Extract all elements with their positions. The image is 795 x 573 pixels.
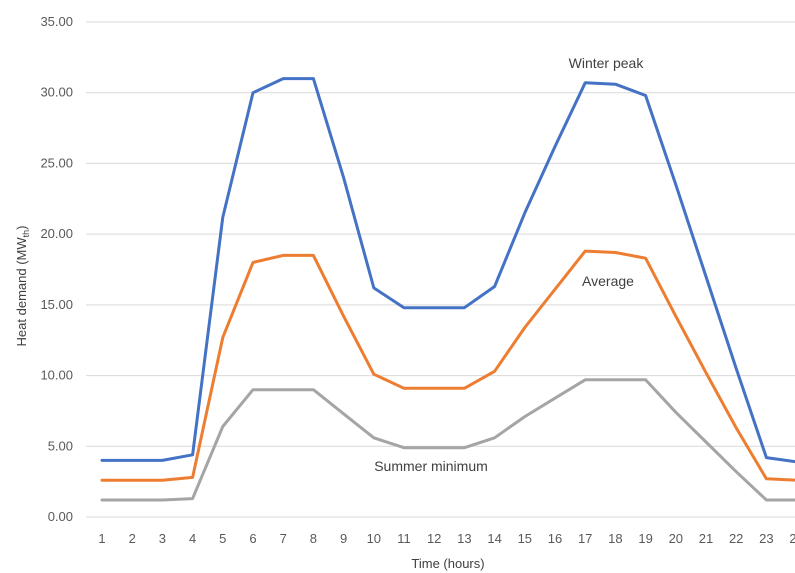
x-tick-label: 17 [578, 531, 592, 546]
x-tick-label: 18 [608, 531, 622, 546]
y-tick-label: 0.00 [48, 509, 73, 524]
x-tick-label: 15 [518, 531, 532, 546]
series-line-winter-peak [100, 77, 795, 464]
series-line-summer-minimum [100, 378, 795, 502]
x-tick-label: 13 [457, 531, 471, 546]
x-tick-label: 3 [159, 531, 166, 546]
x-tick-label: 2 [129, 531, 136, 546]
x-tick-label: 4 [189, 531, 196, 546]
y-tick-label: 25.00 [40, 155, 73, 170]
series-labels: Winter peak Average Summer minimum [374, 55, 644, 474]
y-tick-label: 20.00 [40, 226, 73, 241]
y-tick-label: 35.00 [40, 14, 73, 29]
x-tick-label: 5 [219, 531, 226, 546]
x-tick-label: 14 [487, 531, 501, 546]
x-tick-label: 16 [548, 531, 562, 546]
series-line-average [100, 249, 795, 482]
y-axis-title: Heat demand (MWth) [14, 226, 31, 347]
x-tick-label: 7 [280, 531, 287, 546]
x-tick-label: 19 [638, 531, 652, 546]
x-axis-ticks: 123456789101112131415161718192021222324 [98, 531, 795, 546]
x-tick-label: 11 [397, 531, 411, 546]
series-label-summer-minimum: Summer minimum [374, 458, 488, 474]
series-lines [100, 77, 795, 502]
gridlines [86, 21, 795, 518]
y-tick-label: 15.00 [40, 297, 73, 312]
y-tick-label: 5.00 [48, 438, 73, 453]
x-tick-label: 23 [759, 531, 773, 546]
x-tick-label: 24 [789, 531, 795, 546]
x-tick-label: 9 [340, 531, 347, 546]
series-label-average: Average [582, 273, 634, 289]
series-label-winter-peak: Winter peak [569, 55, 645, 71]
y-tick-label: 10.00 [40, 368, 73, 383]
x-axis-title: Time (hours) [411, 556, 484, 571]
x-tick-label: 8 [310, 531, 317, 546]
x-tick-label: 20 [669, 531, 683, 546]
x-tick-label: 22 [729, 531, 743, 546]
x-tick-label: 1 [98, 531, 105, 546]
y-axis-ticks: 0.00 5.00 10.00 15.00 20.00 25.00 30.00 35.00 [40, 14, 73, 524]
y-tick-label: 30.00 [40, 85, 73, 100]
x-tick-label: 6 [249, 531, 256, 546]
x-tick-label: 21 [699, 531, 713, 546]
x-tick-label: 10 [367, 531, 381, 546]
x-tick-label: 12 [427, 531, 441, 546]
